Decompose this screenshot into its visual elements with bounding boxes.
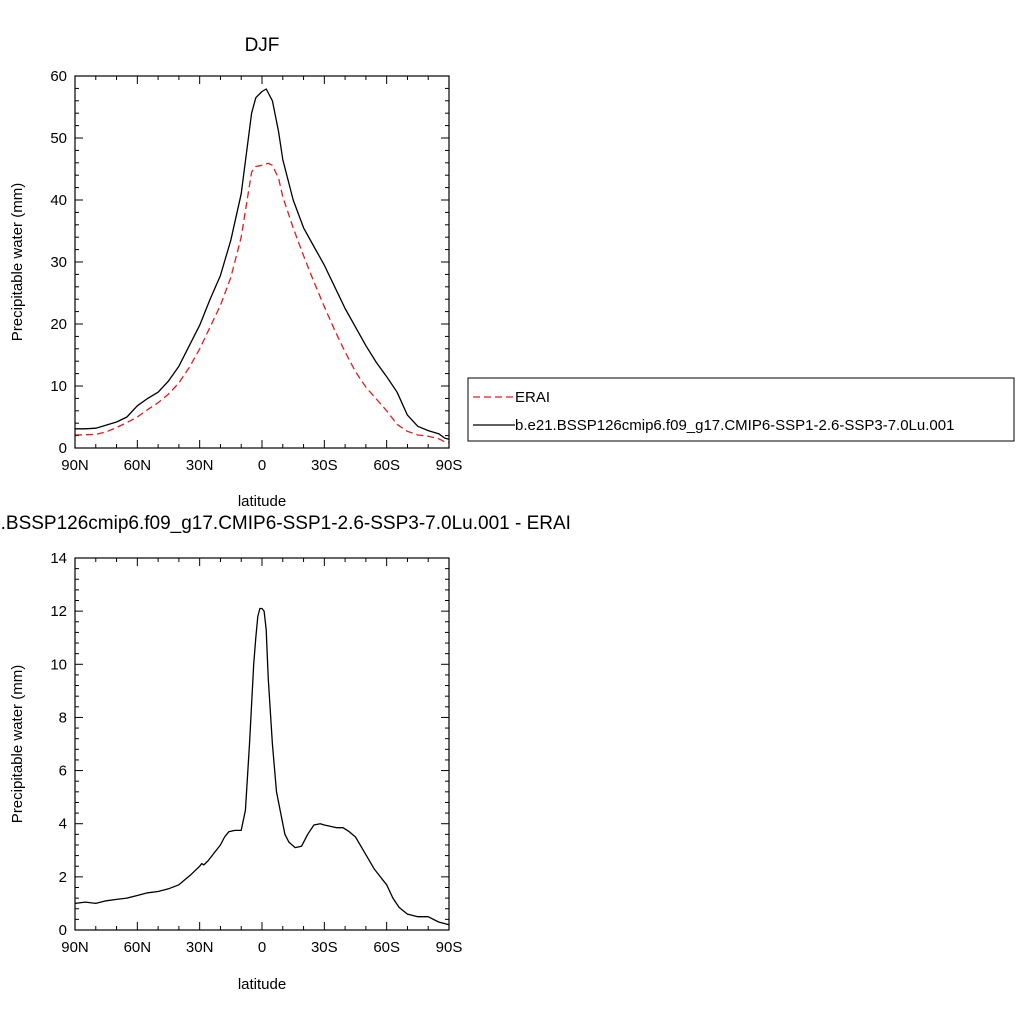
x-tick-label: 60S (373, 939, 400, 956)
x-tick-label: 0 (258, 457, 266, 474)
top-chart-legend: ERAI b.e21.BSSP126cmip6.f09_g17.CMIP6-SS… (467, 377, 1015, 442)
bottom-chart-ylabel: Precipitable water (mm) (9, 665, 26, 823)
x-tick-label: 60N (124, 939, 152, 956)
x-tick-label: 30N (186, 939, 214, 956)
top-chart-frame (74, 75, 450, 449)
x-tick-label: 30S (311, 457, 338, 474)
bottom-chart-frame (74, 557, 450, 931)
y-tick-label: 60 (50, 68, 67, 85)
y-tick-label: 4 (59, 816, 67, 833)
top-chart-xlabel: latitude (238, 493, 286, 510)
x-tick-label: 30N (186, 457, 214, 474)
y-tick-label: 20 (50, 316, 67, 333)
y-tick-label: 40 (50, 192, 67, 209)
y-tick-label: 0 (59, 922, 67, 939)
x-tick-label: 60S (373, 457, 400, 474)
legend-label-erai: ERAI (515, 389, 550, 406)
bottom-chart-lines (74, 607, 450, 926)
y-tick-label: 0 (59, 440, 67, 457)
y-tick-label: 2 (59, 869, 67, 886)
y-tick-label: 50 (50, 130, 67, 147)
legend-box (467, 377, 1015, 442)
y-tick-label: 10 (50, 378, 67, 395)
legend-label-model: b.e21.BSSP126cmip6.f09_g17.CMIP6-SSP1-2.… (515, 417, 954, 434)
bottom-series-line-0 (74, 607, 450, 926)
x-tick-label: 30S (311, 939, 338, 956)
top-chart-panel: DJF Precipitable water (mm) latitude 90N… (9, 35, 1015, 510)
x-tick-label: 60N (124, 457, 152, 474)
y-tick-label: 6 (59, 763, 67, 780)
x-tick-label: 90N (61, 939, 89, 956)
bottom-chart-xlabel: latitude (238, 976, 286, 993)
top-chart-ticks: 90N 60N 30N 0 30S 60S 90S 0 10 20 30 40 50 60 (50, 68, 462, 474)
y-tick-label: 8 (59, 709, 67, 726)
x-tick-label: 90S (436, 939, 463, 956)
y-tick-label: 10 (50, 656, 67, 673)
y-tick-label: 12 (50, 603, 67, 620)
top-chart-ylabel: Precipitable water (mm) (9, 183, 26, 341)
y-tick-label: 14 (50, 550, 67, 567)
bottom-chart-ticks: 90N 60N 30N 0 30S 60S 90S 0 2 4 6 8 10 12 14 (50, 550, 462, 956)
y-tick-label: 30 (50, 254, 67, 271)
top-chart-lines (74, 88, 450, 444)
bottom-chart-title: b.e21.BSSP126cmip6.f09_g17.CMIP6-SSP1-2.… (0, 513, 571, 534)
x-tick-label: 90S (436, 457, 463, 474)
x-tick-label: 0 (258, 939, 266, 956)
top-series-line-1 (75, 88, 450, 440)
top-series-line-0 (74, 162, 450, 444)
bottom-chart-panel: b.e21.BSSP126cmip6.f09_g17.CMIP6-SSP1-2.… (0, 513, 571, 993)
x-tick-label: 90N (61, 457, 89, 474)
top-chart-title: DJF (245, 35, 280, 56)
